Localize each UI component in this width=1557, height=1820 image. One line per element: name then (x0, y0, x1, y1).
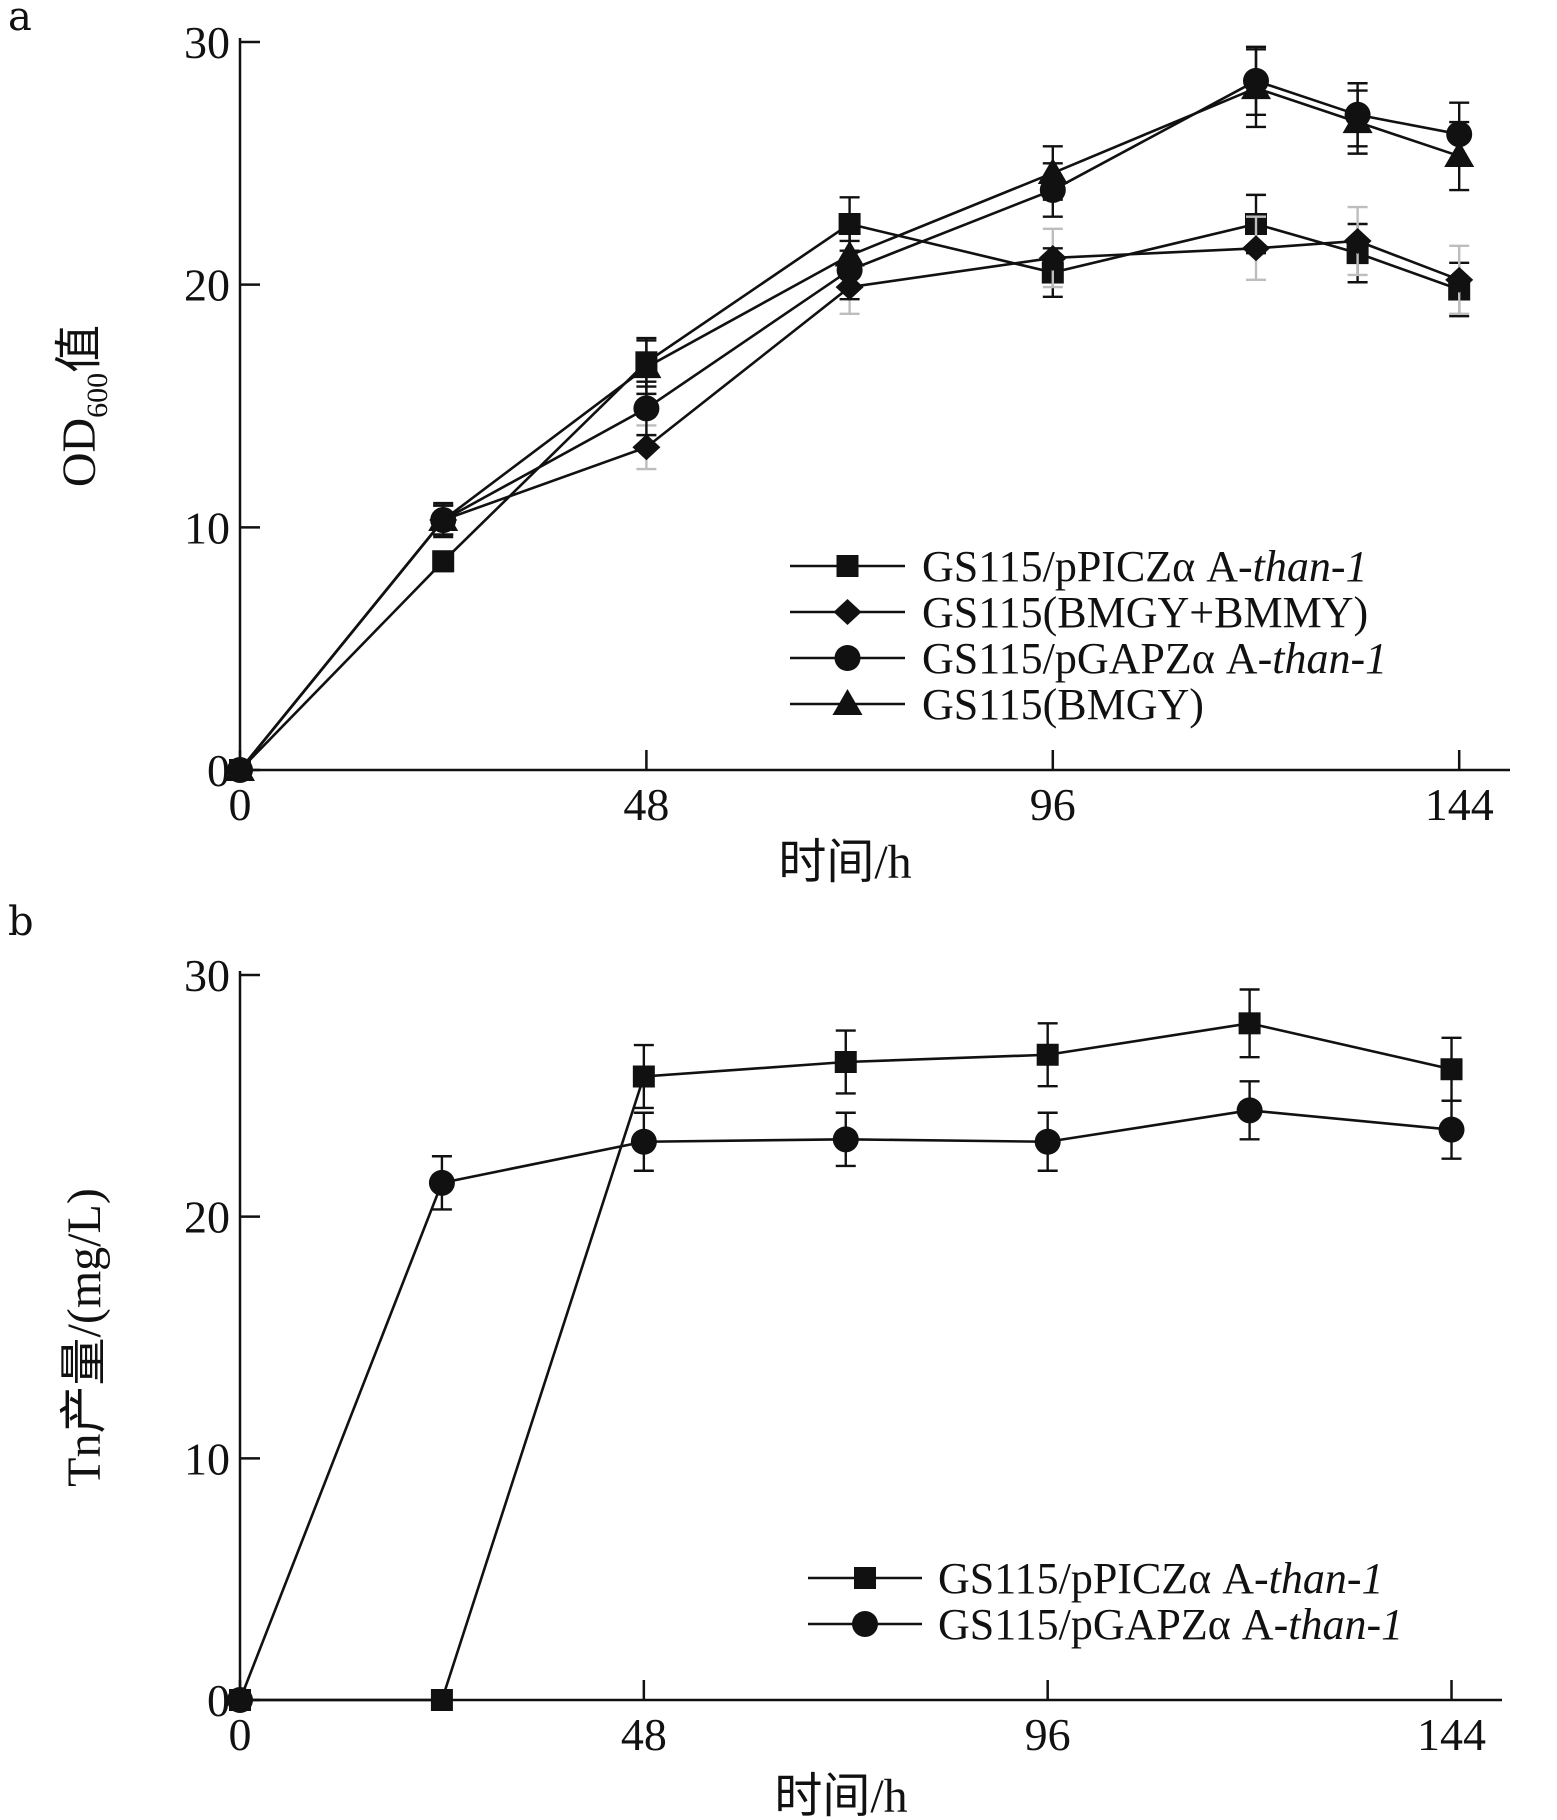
x-tick-label: 0 (229, 1709, 252, 1760)
x-tick-label: 48 (623, 779, 669, 830)
legend-marker (832, 689, 863, 715)
legend-label: GS115/pGAPZα A-than-1 (922, 634, 1387, 683)
data-point (1037, 158, 1068, 185)
y-tick-label: 0 (207, 745, 230, 796)
data-point (428, 505, 459, 532)
data-point (1242, 235, 1270, 262)
legend-label: GS115/pGAPZα A-than-1 (938, 1600, 1403, 1649)
y-axis-title: Tn产量/(mg/L) (58, 1188, 111, 1487)
series-line (238, 86, 1460, 771)
data-point (632, 434, 661, 461)
series-square (229, 193, 1471, 781)
data-point (1342, 107, 1373, 134)
data-point (1036, 1043, 1059, 1066)
panel-letter: b (8, 899, 34, 945)
panel-letter: a (8, 0, 32, 40)
data-point (633, 395, 660, 422)
data-point (1238, 1012, 1261, 1035)
chart-panel-b: b 0 10 20 30 0 48 96 144 时间/h Tn产量/(mg/L) GS115/pPI… (8, 899, 1502, 1820)
data-point (1236, 1097, 1263, 1124)
legend-label: GS115(BMGY+BMMY) (922, 588, 1368, 637)
y-tick-label: 30 (184, 950, 230, 1001)
legend-entry: GS115/pGAPZα A-than-1 (808, 1600, 1403, 1649)
data-point (428, 1169, 455, 1196)
data-point (1038, 244, 1067, 271)
legend-entry: GS115(BMGY) (790, 680, 1204, 729)
data-point (1440, 1058, 1463, 1081)
y-tick-label: 10 (184, 1433, 230, 1484)
x-axis-title: 时间/h (774, 1770, 907, 1820)
y-axis-title: OD600值 (53, 325, 114, 487)
series-triangle (225, 48, 1475, 781)
legend-entry: GS115/pPICZα A-than-1 (790, 542, 1368, 591)
x-tick-label: 48 (621, 1709, 667, 1760)
data-point (632, 1065, 655, 1088)
series-line (239, 222, 1460, 771)
data-point (225, 755, 255, 781)
legend-label: GS115/pPICZα A-than-1 (922, 542, 1368, 591)
data-point (834, 1051, 857, 1073)
y-tick-label: 20 (184, 260, 230, 311)
legend-entry: GS115/pPICZα A-than-1 (808, 1554, 1384, 1603)
data-point (631, 352, 662, 379)
data-point (432, 550, 455, 573)
x-axis-title: 时间/h (778, 836, 911, 889)
y-tick-label: 10 (184, 502, 230, 553)
x-tick-label: 144 (1425, 779, 1494, 830)
legend-marker (833, 599, 862, 625)
legend-label: GS115/pPICZα A-than-1 (938, 1554, 1384, 1603)
data-point (430, 1689, 453, 1711)
data-point (1343, 227, 1372, 254)
data-point (1445, 266, 1474, 293)
data-point (227, 1687, 253, 1713)
series-circle (227, 1080, 1465, 1713)
legend-marker (852, 1611, 878, 1637)
y-tick-label: 30 (184, 17, 230, 68)
legend-marker (854, 1567, 876, 1589)
legend-label: GS115(BMGY) (922, 680, 1204, 729)
data-point (834, 240, 865, 267)
series-line (238, 239, 1460, 771)
data-point (630, 1128, 657, 1155)
y-tick-label: 20 (184, 1192, 230, 1243)
x-tick-label: 96 (1025, 1709, 1071, 1760)
chart-panel-a: a 0 10 20 30 0 48 96 144 时间/h OD600值 GS115/pPICZα A… (8, 0, 1510, 889)
legend-entry: GS115(BMGY+BMMY) (790, 588, 1368, 637)
data-point (1438, 1116, 1465, 1143)
x-tick-label: 96 (1030, 779, 1076, 830)
data-point (832, 1126, 859, 1153)
y-tick-label: 0 (207, 1675, 230, 1726)
x-tick-label: 0 (229, 779, 252, 830)
data-point (1034, 1128, 1061, 1155)
legend-marker (836, 555, 859, 577)
data-point (1444, 141, 1475, 168)
legend-entry: GS115/pGAPZα A-than-1 (790, 634, 1387, 683)
legend-marker (834, 645, 861, 671)
series-line (238, 79, 1460, 771)
x-tick-label: 144 (1417, 1709, 1486, 1760)
data-point (838, 213, 861, 235)
data-point (1241, 73, 1271, 100)
